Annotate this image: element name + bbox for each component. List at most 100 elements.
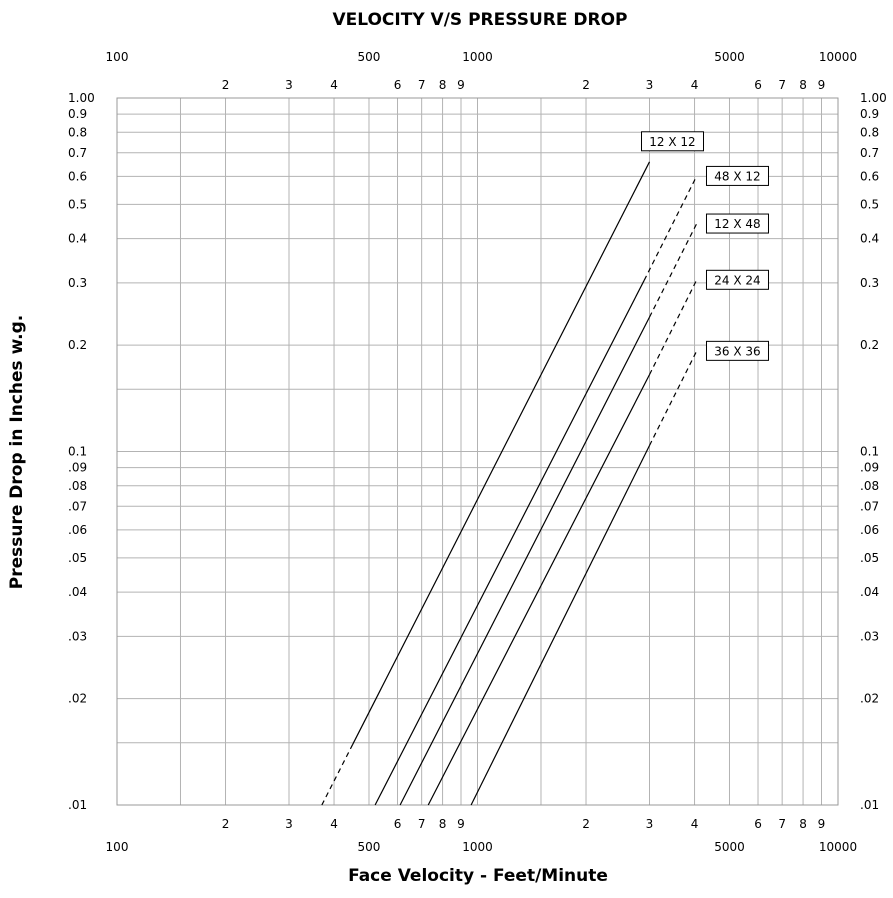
x-minor-tick-top: 8 xyxy=(439,78,447,92)
y-tick-left: .03 xyxy=(68,629,87,643)
y-tick-left: .01 xyxy=(68,798,87,812)
series-label-0: 12 X 12 xyxy=(649,135,695,149)
x-minor-tick-bottom: 7 xyxy=(418,817,426,831)
x-minor-tick-bottom: 4 xyxy=(330,817,338,831)
x-minor-tick-bottom: 2 xyxy=(582,817,590,831)
series-label-box-2 xyxy=(705,213,769,234)
x-minor-tick-bottom: 8 xyxy=(439,817,447,831)
y-tick-right: .05 xyxy=(860,551,879,565)
y-tick-left: 0.3 xyxy=(68,276,87,290)
x-minor-tick-top: 6 xyxy=(754,78,762,92)
x-minor-tick-bottom: 3 xyxy=(646,817,654,831)
x-major-tick-bottom: 1000 xyxy=(462,840,493,854)
x-major-tick-top: 100 xyxy=(106,50,129,64)
y-tick-left: 0.6 xyxy=(68,169,87,183)
y-tick-right: .02 xyxy=(860,692,879,706)
chart-title: VELOCITY V/S PRESSURE DROP xyxy=(332,10,627,30)
y-tick-left: .02 xyxy=(68,692,87,706)
x-minor-tick-top: 7 xyxy=(418,78,426,92)
y-tick-right: 0.7 xyxy=(860,146,879,160)
x-minor-tick-top: 6 xyxy=(394,78,402,92)
x-minor-tick-bottom: 9 xyxy=(818,817,826,831)
x-minor-tick-bottom: 6 xyxy=(754,817,762,831)
y-tick-left: 1.00 xyxy=(68,91,95,105)
y-tick-right: .01 xyxy=(860,798,879,812)
series-label-box-1 xyxy=(705,165,769,186)
series-line-dashed-3 xyxy=(648,280,698,375)
x-minor-tick-bottom: 8 xyxy=(799,817,807,831)
x-minor-tick-top: 3 xyxy=(285,78,293,92)
y-tick-left: 0.2 xyxy=(68,338,87,352)
y-tick-right: 0.4 xyxy=(860,232,879,246)
x-minor-tick-top: 2 xyxy=(222,78,230,92)
series-label-1: 48 X 12 xyxy=(714,169,760,183)
series-line-solid-4 xyxy=(470,445,651,806)
y-tick-left: 0.8 xyxy=(68,125,87,139)
y-tick-right: .07 xyxy=(860,499,879,513)
x-major-tick-top: 5000 xyxy=(714,50,745,64)
x-major-tick-top: 1000 xyxy=(462,50,493,64)
x-major-tick-top: 500 xyxy=(358,50,381,64)
y-tick-right: 0.5 xyxy=(860,197,879,211)
y-tick-left: .07 xyxy=(68,499,87,513)
series-labels: 12 X 12 48 X 12 12 X 48 24 X 24 36 X 36 xyxy=(641,131,769,361)
x-major-tick-bottom: 500 xyxy=(358,840,381,854)
y-tick-right: 0.1 xyxy=(860,445,879,459)
x-minor-tick-top: 2 xyxy=(582,78,590,92)
x-minor-tick-bottom: 9 xyxy=(457,817,465,831)
x-minor-tick-bottom: 7 xyxy=(778,817,786,831)
y-tick-left: 0.9 xyxy=(68,107,87,121)
y-tick-left: 0.4 xyxy=(68,232,87,246)
y-tick-left: .06 xyxy=(68,523,87,537)
series-line-solid-3 xyxy=(427,374,651,806)
y-tick-right: 1.00 xyxy=(860,91,887,105)
series-line-dashed-0 xyxy=(321,744,354,806)
y-tick-right: 0.2 xyxy=(860,338,879,352)
series-line-solid-0 xyxy=(351,161,651,746)
y-tick-left: .09 xyxy=(68,461,87,475)
series-label-2: 12 X 48 xyxy=(714,217,760,231)
x-major-tick-bottom: 10000 xyxy=(819,840,857,854)
y-tick-right: .09 xyxy=(860,461,879,475)
x-major-tick-bottom: 100 xyxy=(106,840,129,854)
x-major-tick-top: 10000 xyxy=(819,50,857,64)
y-tick-left: .05 xyxy=(68,551,87,565)
series-label-4: 36 X 36 xyxy=(714,344,760,358)
series-lines xyxy=(321,161,698,806)
y-tick-left: 0.7 xyxy=(68,146,87,160)
x-minor-tick-top: 4 xyxy=(330,78,338,92)
y-tick-right: .04 xyxy=(860,585,879,599)
tick-labels: 100 100 500 500 1000 1000 5000 5000 10000 10000 2 2… xyxy=(68,50,887,854)
series-line-solid-1 xyxy=(374,280,645,806)
x-minor-tick-top: 7 xyxy=(778,78,786,92)
x-minor-tick-bottom: 2 xyxy=(222,817,230,831)
x-minor-tick-top: 9 xyxy=(457,78,465,92)
y-tick-left: .08 xyxy=(68,479,87,493)
y-tick-right: .08 xyxy=(860,479,879,493)
y-tick-right: 0.9 xyxy=(860,107,879,121)
x-major-tick-bottom: 5000 xyxy=(714,840,745,854)
series-label-box-4 xyxy=(705,340,769,361)
y-tick-right: .03 xyxy=(860,629,879,643)
plot-frame xyxy=(116,97,839,806)
y-tick-right: 0.3 xyxy=(860,276,879,290)
x-minor-tick-top: 3 xyxy=(646,78,654,92)
x-minor-tick-top: 9 xyxy=(818,78,826,92)
x-minor-tick-bottom: 6 xyxy=(394,817,402,831)
x-minor-tick-top: 8 xyxy=(799,78,807,92)
y-tick-left: 0.1 xyxy=(68,445,87,459)
y-tick-left: 0.5 xyxy=(68,197,87,211)
series-line-dashed-4 xyxy=(648,351,698,446)
series-label-box-0 xyxy=(641,131,705,152)
series-line-solid-2 xyxy=(399,316,651,806)
y-tick-right: 0.8 xyxy=(860,125,879,139)
x-minor-tick-bottom: 3 xyxy=(285,817,293,831)
series-label-3: 24 X 24 xyxy=(714,273,760,287)
x-minor-tick-top: 4 xyxy=(691,78,699,92)
y-axis-label: Pressure Drop in Inches w.g. xyxy=(7,315,27,590)
y-tick-left: .04 xyxy=(68,585,87,599)
series-line-dashed-2 xyxy=(648,223,698,318)
y-tick-right: 0.6 xyxy=(860,169,879,183)
series-label-box-3 xyxy=(705,269,769,290)
